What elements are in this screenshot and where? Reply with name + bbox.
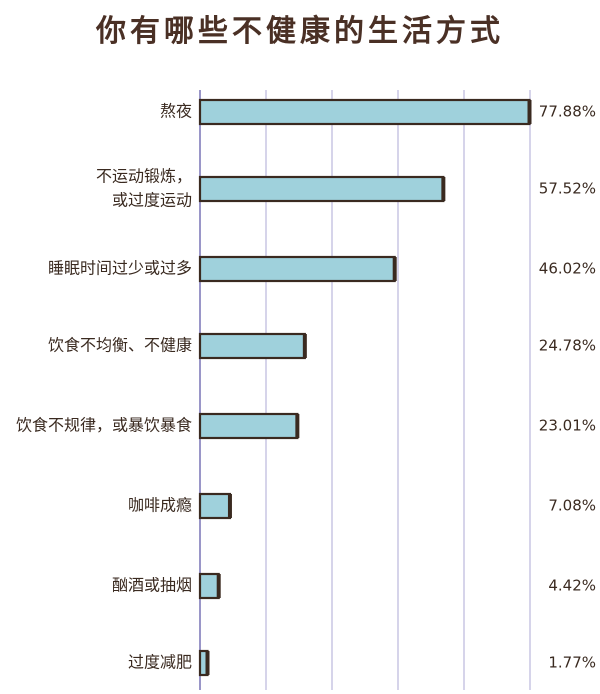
chart-title: 你有哪些不健康的生活方式 [96, 14, 504, 49]
category-label-4: 饮食不规律，或暴饮暴食 [16, 416, 192, 435]
category-label-6: 酗酒或抽烟 [112, 576, 192, 595]
bar-3 [198, 332, 306, 360]
category-label-1-line-0: 不运动锻炼， [96, 167, 192, 186]
value-label-0: 77.88% [539, 103, 596, 121]
category-label-1-line-1: 或过度运动 [112, 191, 192, 210]
bar-1 [198, 175, 445, 203]
value-label-5: 7.08% [548, 497, 596, 515]
value-label-7: 1.77% [548, 654, 596, 672]
value-label-2: 46.02% [539, 260, 596, 278]
bar-2 [198, 255, 396, 283]
value-label-1: 57.52% [539, 180, 596, 198]
bar-4 [198, 412, 299, 440]
bar-0 [198, 98, 531, 126]
value-label-4: 23.01% [539, 417, 596, 435]
bar-6 [198, 572, 220, 600]
category-label-7: 过度减肥 [128, 653, 192, 672]
category-label-5: 咖啡成瘾 [128, 496, 192, 515]
category-label-0: 熬夜 [160, 102, 192, 121]
category-label-2: 睡眠时间过少或过多 [48, 259, 192, 278]
category-label-3: 饮食不均衡、不健康 [48, 336, 192, 355]
value-label-6: 4.42% [548, 577, 596, 595]
bar-5 [198, 492, 232, 520]
value-label-3: 24.78% [539, 337, 596, 355]
